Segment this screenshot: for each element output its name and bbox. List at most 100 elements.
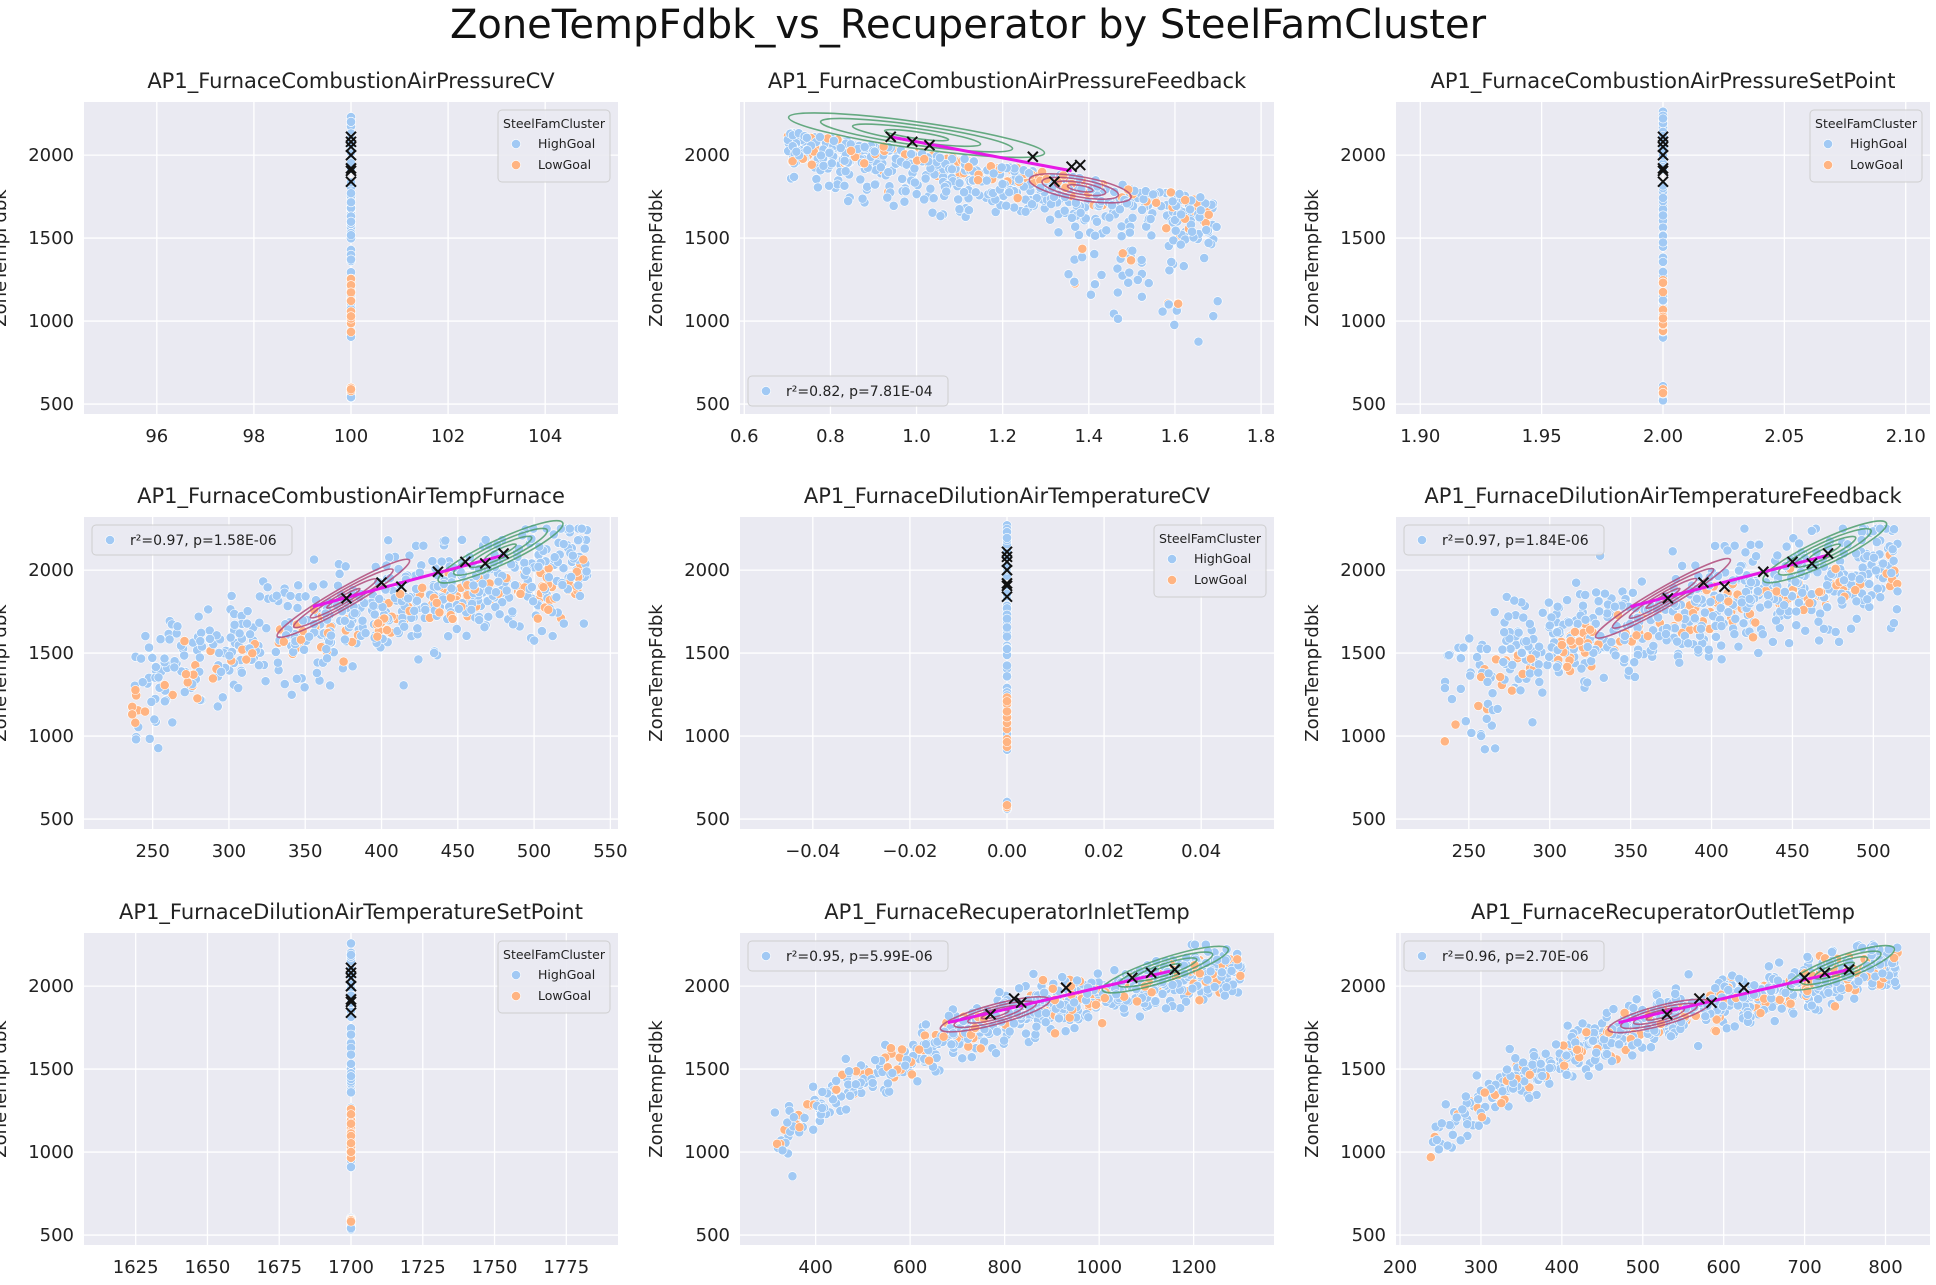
- scatter-point-highgoal: [1089, 279, 1100, 290]
- legend-entry: HighGoal: [1850, 136, 1907, 151]
- scatter-point-highgoal: [1591, 587, 1602, 598]
- scatter-point-highgoal: [888, 200, 899, 211]
- scatter-point-highgoal: [262, 582, 273, 593]
- y-axis-label: ZoneTempFdbk: [0, 189, 11, 327]
- scatter-point-lowgoal: [1194, 995, 1205, 1006]
- scatter-point-highgoal: [293, 580, 304, 591]
- scatter-point-lowgoal: [346, 327, 356, 337]
- legend-entry: LowGoal: [538, 988, 591, 1003]
- scatter-point-highgoal: [959, 154, 970, 164]
- binned-mean-marker: [345, 1006, 357, 1019]
- scatter-point-highgoal: [1723, 607, 1734, 617]
- scatter-point-highgoal: [214, 648, 224, 658]
- scatter-point-highgoal: [1021, 1028, 1031, 1039]
- legend: SteelFamCluster HighGoal LowGoal: [1153, 524, 1267, 598]
- scatter-point-highgoal: [309, 554, 319, 565]
- scatter-point-highgoal: [826, 158, 837, 169]
- y-tick-label: 1500: [1340, 643, 1386, 664]
- scatter-point-highgoal: [1226, 965, 1237, 976]
- scatter-point-lowgoal: [1117, 248, 1128, 259]
- binned-mean-marker: [345, 162, 357, 175]
- binned-mean-marker: [1001, 546, 1013, 558]
- scatter-point-highgoal: [925, 183, 936, 194]
- scatter-point-highgoal: [360, 628, 371, 638]
- scatter-point-highgoal: [1571, 577, 1582, 588]
- y-tick-label: 2000: [684, 560, 730, 581]
- binned-mean-marker: [345, 175, 357, 188]
- scatter-point-highgoal: [1763, 961, 1774, 972]
- x-tick-label: 1.8: [1247, 426, 1276, 447]
- scatter-point-highgoal: [1606, 637, 1617, 647]
- scatter-point-highgoal: [844, 1066, 854, 1077]
- scatter-point-highgoal: [369, 609, 380, 620]
- scatter-point-highgoal: [1462, 1130, 1473, 1141]
- scatter-point-highgoal: [831, 1075, 842, 1086]
- scatter-point-highgoal: [970, 187, 981, 198]
- scatter-point-highgoal: [1537, 687, 1548, 698]
- y-tick-label: 1500: [1340, 1059, 1386, 1080]
- scatter-point-lowgoal: [140, 706, 150, 717]
- scatter-point-highgoal: [1851, 613, 1862, 624]
- scatter-point-highgoal: [131, 734, 141, 745]
- binned-mean-marker: [1657, 175, 1669, 188]
- scatter-point-highgoal: [1849, 993, 1860, 1004]
- x-tick-label: 450: [1775, 841, 1809, 862]
- scatter-point-highgoal: [1834, 636, 1844, 647]
- kde-contour: [1628, 577, 1698, 620]
- scatter-point-highgoal: [1505, 643, 1516, 654]
- scatter-point-highgoal: [1092, 216, 1102, 227]
- scatter-point-highgoal: [440, 535, 451, 546]
- scatter-point-highgoal: [1498, 657, 1509, 667]
- binned-mean-marker: [375, 576, 388, 589]
- x-tick-label: 500: [1626, 1257, 1660, 1278]
- scatter-point-highgoal: [1551, 1039, 1561, 1050]
- scatter-point-highgoal: [1814, 635, 1824, 646]
- scatter-point-highgoal: [349, 608, 360, 618]
- scatter-point-highgoal: [859, 142, 870, 152]
- y-tick-label: 1000: [28, 1142, 74, 1163]
- scatter-point-highgoal: [869, 146, 880, 157]
- binned-mean-marker: [984, 1008, 997, 1021]
- scatter-point-highgoal: [1544, 620, 1555, 631]
- y-axis-label: ZoneTempFdbk: [646, 604, 667, 742]
- scatter-point-highgoal: [1137, 205, 1147, 215]
- scatter-point-highgoal: [1456, 653, 1466, 664]
- scatter-point-highgoal: [1610, 650, 1621, 661]
- scatter-point-highgoal: [1729, 540, 1740, 551]
- legend-box: [497, 109, 611, 183]
- scatter-point-highgoal: [1806, 1000, 1817, 1011]
- scatter-point-highgoal: [1710, 540, 1721, 551]
- kde-contour: [452, 527, 549, 576]
- scatter-point-highgoal: [1086, 289, 1096, 300]
- scatter-point-highgoal: [802, 145, 813, 156]
- scatter-point-lowgoal: [963, 162, 974, 172]
- scatter-point-highgoal: [1483, 668, 1494, 679]
- binned-mean-marker: [345, 141, 357, 153]
- scatter-point-highgoal: [346, 970, 356, 981]
- x-tick-label: 100: [334, 426, 368, 447]
- scatter-point-highgoal: [549, 552, 560, 563]
- scatter-point-highgoal: [1187, 983, 1198, 994]
- scatter-point-highgoal: [576, 523, 587, 534]
- scatter-point-highgoal: [409, 605, 420, 616]
- plot-area: [1425, 939, 1903, 1163]
- scatter-point-highgoal: [1169, 319, 1180, 330]
- binned-mean-marker: [1001, 580, 1013, 592]
- binned-mean-marker: [1718, 580, 1731, 593]
- scatter-point-highgoal: [159, 653, 170, 664]
- kde-contour: [1117, 951, 1214, 988]
- scatter-point-highgoal: [857, 193, 868, 204]
- subplot-title: AP1_FurnaceCombustionAirPressureSetPoint: [1431, 69, 1896, 94]
- scatter-point-highgoal: [1460, 716, 1471, 727]
- scatter-point-highgoal: [1619, 631, 1630, 641]
- scatter-point-highgoal: [1562, 1020, 1573, 1031]
- x-tick-label: 400: [1545, 1257, 1579, 1278]
- scatter-point-highgoal: [155, 634, 166, 645]
- scatter-point-highgoal: [1211, 221, 1222, 232]
- scatter-point-lowgoal: [1525, 653, 1536, 664]
- scatter-point-lowgoal: [1132, 996, 1142, 1007]
- scatter-point-highgoal: [1580, 614, 1591, 625]
- scatter-point-highgoal: [1027, 199, 1037, 210]
- scatter-point-highgoal: [1729, 1021, 1740, 1032]
- scatter-point-lowgoal: [1507, 685, 1517, 696]
